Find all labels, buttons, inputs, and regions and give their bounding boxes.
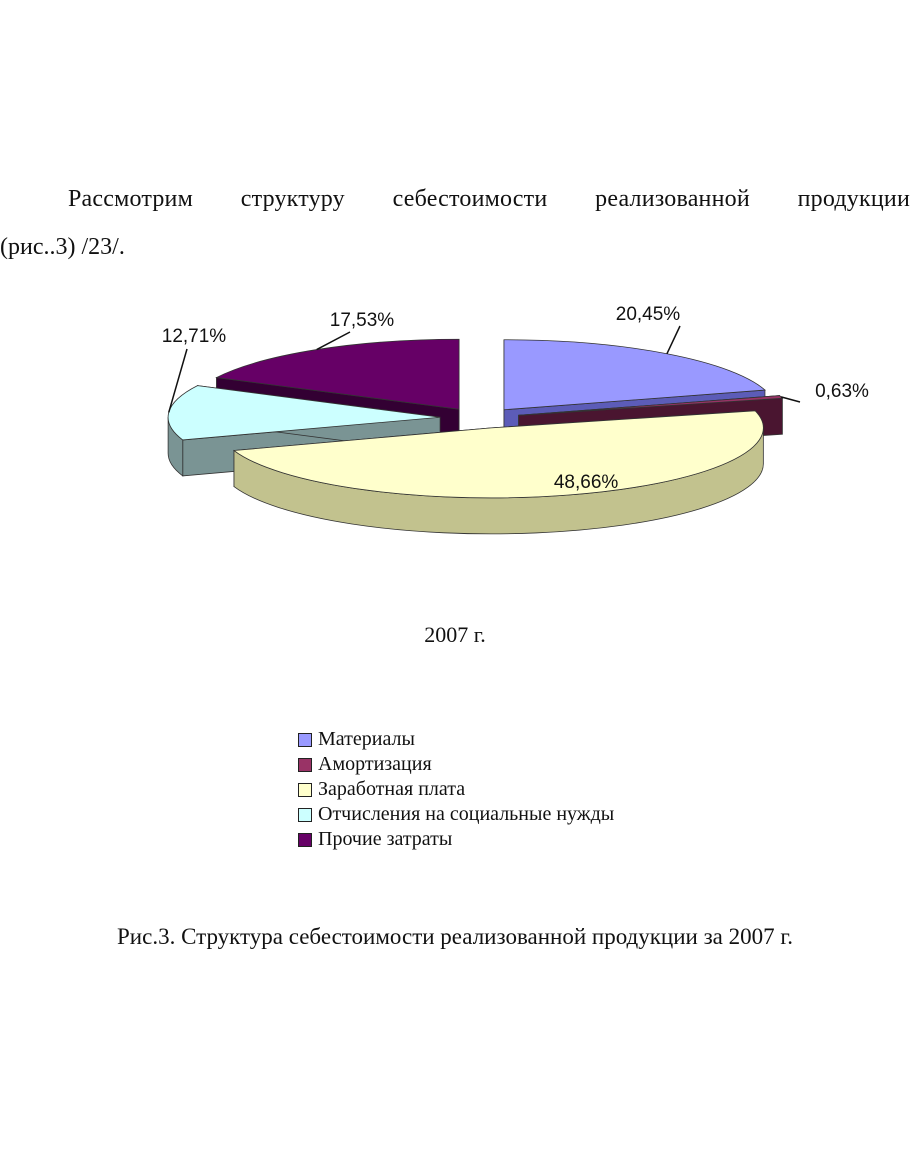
legend-label: Материалы [318,728,415,750]
legend-item: Отчисления на социальные нужды [298,802,614,827]
legend-swatch [298,832,312,847]
pie-leader-line [168,348,188,413]
pie-data-label: 20,45% [616,304,681,325]
legend-item: Материалы [298,727,614,752]
pie-leader-line [666,325,681,355]
legend-swatch [298,732,312,747]
legend-swatch [298,807,312,822]
intro-text-line-2: (рис..3) /23/. [0,234,125,260]
pie-leader-lines [168,325,801,413]
pie-slice-3d [232,410,764,535]
legend-label: Заработная плата [318,778,466,800]
pie-slice-3 [232,410,764,499]
pie-data-label: 0,63% [815,381,869,402]
pie-data-label: 48,66% [554,472,619,493]
legend-label: Амортизация [318,753,432,775]
pie-data-labels: 20,45% 0,63% 48,66% 12,71% 17,53% [162,304,869,493]
pie-data-label: 12,71% [162,326,227,347]
pie-slice-5 [215,338,460,410]
intro-text-line-1: Рассмотрим структуру себестоимости реали… [68,186,910,212]
figure-caption: Рис.3. Структура себестоимости реализова… [117,924,793,949]
legend-item: Прочие затраты [298,827,614,852]
legend-swatch [298,757,312,772]
pie-data-label: 17,53% [330,310,395,331]
chart-legend: Материалы Амортизация Заработная плата О… [298,727,614,852]
legend-item: Амортизация [298,752,614,777]
legend-label: Прочие затраты [318,828,453,850]
legend-swatch [298,782,312,797]
chart-title: 2007 г. [424,622,486,647]
pie-leader-line [316,331,351,351]
legend-item: Заработная плата [298,777,614,802]
pie-tops [167,338,784,535]
pie-leader-line [780,396,801,403]
legend-label: Отчисления на социальные нужды [318,803,615,825]
